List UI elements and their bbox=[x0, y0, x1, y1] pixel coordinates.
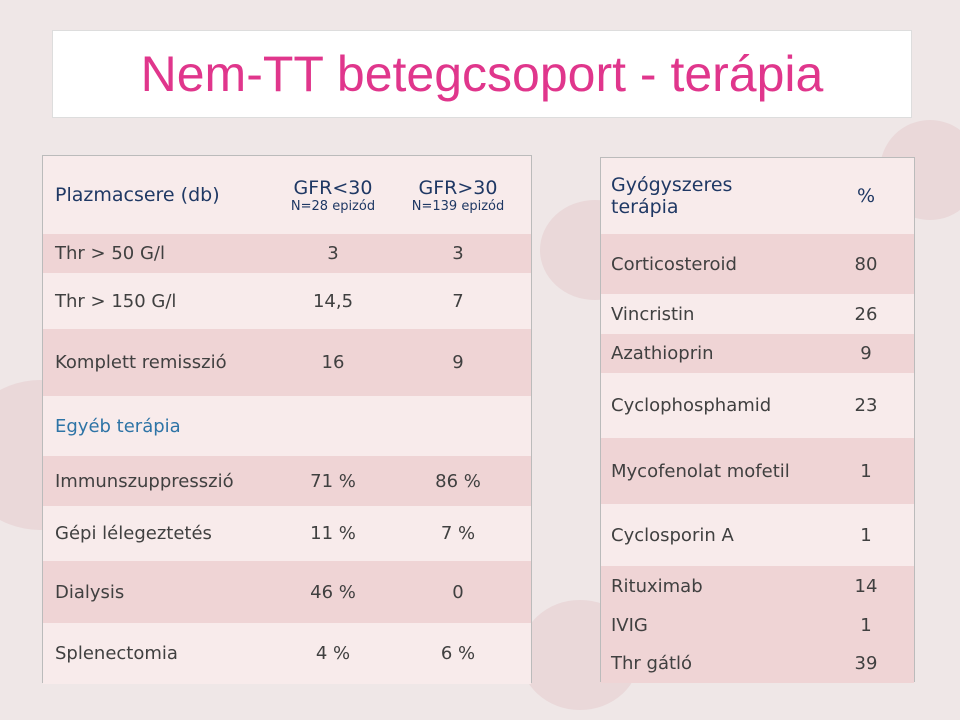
header-row: Plazmacsere (db) GFR<30 N=28 epizód GFR>30 N… bbox=[43, 156, 531, 234]
table-cell: 6 % bbox=[440, 643, 476, 664]
table-cell: 1 bbox=[860, 460, 872, 482]
table-cell: Dialysis bbox=[55, 581, 125, 603]
table-cell: 9 bbox=[860, 343, 872, 364]
table-cell: 1 bbox=[860, 614, 872, 636]
table-cell: 39 bbox=[854, 653, 878, 674]
table-row: Komplett remisszió 16 9 bbox=[43, 329, 531, 396]
table-cell: 7 % bbox=[440, 523, 476, 544]
table-cell: 14 bbox=[854, 575, 878, 597]
table-row: Cyclophosphamid 23 bbox=[601, 373, 914, 438]
table-row: Thr > 50 G/l 3 3 bbox=[43, 234, 531, 273]
table-cell: 71 % bbox=[310, 470, 356, 492]
table-cell: Rituximab bbox=[611, 575, 703, 597]
table-row: Egyéb terápia bbox=[43, 396, 531, 456]
table-cell: Thr > 150 G/l bbox=[55, 290, 177, 312]
table-cell: Thr > 50 G/l bbox=[55, 243, 165, 264]
table-cell: 1 bbox=[860, 524, 872, 546]
table-cell: Immunszuppresszió bbox=[55, 470, 234, 492]
table-cell: Cyclosporin A bbox=[611, 524, 734, 546]
table-cell: 23 bbox=[854, 395, 878, 416]
header-row: Gyógyszeres terápia% bbox=[601, 158, 914, 234]
right-table: Gyógyszeres terápia% Corticosteroid 80 Vinc… bbox=[600, 157, 915, 683]
table-cell: Mycofenolat mofetil bbox=[611, 460, 790, 482]
table-row: Immunszuppresszió 71 % 86 % bbox=[43, 456, 531, 506]
table-cell: 46 % bbox=[310, 581, 356, 603]
table-cell: IVIG bbox=[611, 614, 648, 636]
header-title: GFR>30 bbox=[418, 176, 498, 199]
table-cell: 80 bbox=[854, 253, 878, 275]
table-cell: Egyéb terápia bbox=[55, 415, 181, 437]
table-cell: 26 bbox=[854, 303, 878, 325]
table-row: Cyclosporin A 1 bbox=[601, 504, 914, 566]
table-row: Mycofenolat mofetil 1 bbox=[601, 438, 914, 504]
slide-title: Nem-TT betegcsoport - terápia bbox=[140, 46, 824, 102]
table-row: Dialysis 46 % 0 bbox=[43, 561, 531, 623]
title-box: Nem-TT betegcsoport - terápia bbox=[52, 30, 912, 118]
table-cell: 4 % bbox=[315, 643, 351, 664]
table-cell: Corticosteroid bbox=[611, 253, 737, 275]
header-subtitle: N=139 epizód bbox=[411, 198, 505, 214]
table-cell: 0 bbox=[452, 581, 464, 603]
header-cell: % bbox=[856, 185, 876, 207]
table-cell: 86 % bbox=[435, 470, 481, 492]
table-cell: Gépi lélegeztetés bbox=[55, 523, 212, 544]
table-cell: 7 bbox=[452, 290, 464, 312]
header-title: GFR<30 bbox=[293, 176, 373, 199]
table-row: Corticosteroid 80 bbox=[601, 234, 914, 294]
header-cell: Plazmacsere (db) bbox=[55, 156, 220, 234]
table-cell: 11 % bbox=[310, 523, 356, 544]
header-cell: Gyógyszeres terápia bbox=[611, 174, 733, 218]
table-cell: Thr gátló bbox=[611, 653, 693, 674]
header-cell: GFR>30 N=139 epizód bbox=[398, 156, 518, 234]
left-table: Plazmacsere (db) GFR<30 N=28 epizód GFR>30 N… bbox=[42, 155, 532, 684]
table-cell: 3 bbox=[327, 243, 339, 264]
table-row: Rituximab 14 bbox=[601, 566, 914, 606]
table-cell: 14,5 bbox=[312, 290, 354, 312]
table-row: Splenectomia 4 % 6 % bbox=[43, 623, 531, 684]
table-cell: Splenectomia bbox=[55, 643, 178, 664]
table-cell: Komplett remisszió bbox=[55, 352, 227, 373]
table-cell: Azathioprin bbox=[611, 343, 714, 364]
table-cell: 3 bbox=[452, 243, 464, 264]
table-row: Gépi lélegeztetés 11 % 7 % bbox=[43, 506, 531, 561]
table-cell: Cyclophosphamid bbox=[611, 395, 772, 416]
table-row: Vincristin 26 bbox=[601, 294, 914, 334]
table-cell: 9 bbox=[452, 352, 464, 373]
table-cell: Vincristin bbox=[611, 303, 695, 325]
header-subtitle: N=28 epizód bbox=[290, 198, 376, 214]
header-cell: GFR<30 N=28 epizód bbox=[273, 156, 393, 234]
header-title: Plazmacsere (db) bbox=[55, 184, 220, 206]
table-cell: 16 bbox=[321, 352, 345, 373]
table-row: Thr gátló 39 bbox=[601, 644, 914, 683]
table-row: IVIG 1 bbox=[601, 606, 914, 644]
table-row: Azathioprin 9 bbox=[601, 334, 914, 373]
table-row: Thr > 150 G/l 14,5 7 bbox=[43, 273, 531, 329]
